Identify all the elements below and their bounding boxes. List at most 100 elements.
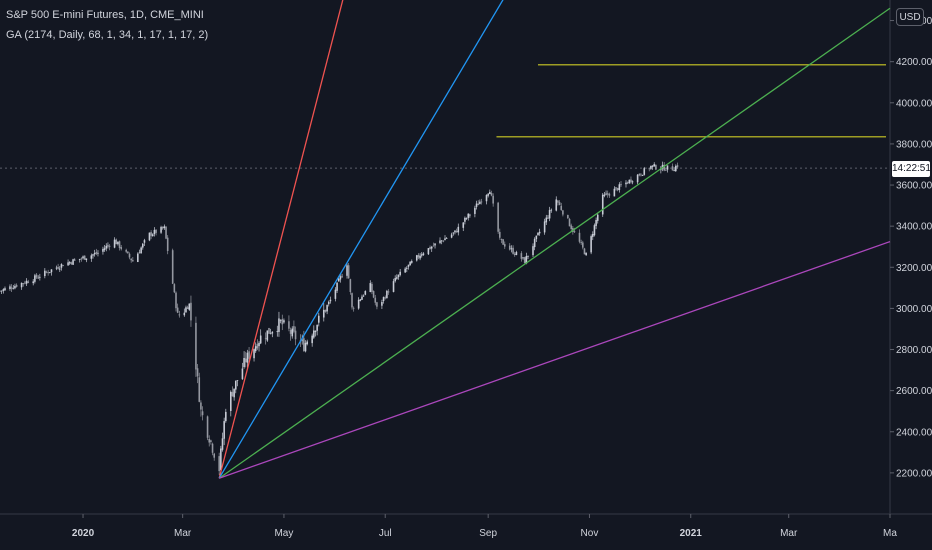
candle-body bbox=[439, 240, 441, 243]
candle-body bbox=[12, 288, 15, 290]
indicator-legend[interactable]: GA (2174, Daily, 68, 1, 34, 1, 17, 1, 17… bbox=[6, 29, 209, 41]
candle-body bbox=[643, 168, 646, 175]
candle-body bbox=[171, 250, 174, 284]
candle-body bbox=[178, 314, 181, 316]
candle-body bbox=[206, 416, 209, 438]
candle-body bbox=[22, 283, 25, 285]
candle-body bbox=[117, 241, 119, 245]
candle-body bbox=[485, 195, 488, 202]
candle-body bbox=[410, 261, 413, 263]
y-tick-label: 4200.00 bbox=[896, 57, 932, 68]
candle-body bbox=[351, 293, 353, 308]
candle-body bbox=[440, 240, 443, 242]
candle-body bbox=[392, 281, 395, 292]
candle-body bbox=[349, 279, 352, 292]
candle-body bbox=[336, 282, 338, 291]
candle-body bbox=[25, 280, 28, 284]
gann-fan[interactable] bbox=[218, 0, 891, 479]
candle-body bbox=[371, 283, 373, 292]
candle-body bbox=[673, 170, 675, 172]
candle-body bbox=[130, 258, 132, 261]
candle-body bbox=[173, 284, 176, 293]
candle-body bbox=[648, 168, 651, 170]
grid-lines bbox=[0, 0, 932, 515]
gann-fan-line bbox=[218, 0, 344, 479]
y-tick-label: 3000.00 bbox=[896, 304, 932, 315]
candle-body bbox=[20, 282, 23, 288]
candle-body bbox=[452, 232, 455, 234]
candle-body bbox=[583, 248, 586, 255]
candle-body bbox=[334, 289, 337, 299]
candle-body bbox=[244, 358, 247, 363]
candle-body bbox=[462, 222, 465, 228]
candle-body bbox=[49, 272, 51, 273]
candle-body bbox=[311, 335, 313, 344]
candle-body bbox=[268, 328, 270, 334]
y-tick-label: 2200.00 bbox=[896, 468, 932, 479]
gann-fan-line bbox=[218, 7, 891, 479]
candle-body bbox=[562, 210, 564, 215]
candle-body bbox=[638, 173, 641, 176]
candle-body bbox=[294, 330, 297, 340]
horizontal-levels bbox=[496, 64, 886, 138]
candle-body bbox=[68, 262, 71, 264]
candle-body bbox=[606, 193, 609, 195]
candle-body bbox=[538, 231, 541, 234]
candle-body bbox=[318, 315, 320, 323]
candle-body bbox=[62, 265, 64, 267]
candle-body bbox=[532, 246, 534, 256]
candle-body bbox=[474, 207, 476, 214]
candle-body bbox=[253, 349, 255, 359]
y-tick-label: 2600.00 bbox=[896, 386, 932, 397]
candle-body bbox=[324, 309, 327, 312]
candle-body bbox=[352, 307, 355, 309]
candle-body bbox=[183, 312, 186, 316]
candle-body bbox=[35, 274, 38, 278]
candle-body bbox=[415, 255, 418, 261]
candle-body bbox=[190, 302, 192, 321]
candle-body bbox=[357, 299, 360, 309]
candle-body bbox=[376, 302, 378, 307]
candle-body bbox=[651, 165, 654, 167]
price-axis[interactable]: 2200.00 2400.00 2600.00 2800.00 3000.00 3200.… bbox=[890, 16, 932, 479]
candle-body bbox=[102, 248, 104, 252]
candle-body bbox=[155, 229, 157, 233]
candle-body bbox=[243, 357, 245, 368]
candle-body bbox=[374, 297, 377, 303]
candle-body bbox=[322, 309, 325, 318]
candle-body bbox=[234, 380, 237, 390]
candle-body bbox=[151, 234, 154, 237]
candle-body bbox=[269, 333, 272, 335]
candle-body bbox=[118, 241, 121, 248]
candle-body bbox=[550, 209, 553, 211]
candle-body bbox=[480, 201, 483, 203]
candle-body bbox=[138, 252, 141, 254]
x-tick-label: 2020 bbox=[72, 528, 95, 539]
candle-body bbox=[60, 264, 63, 268]
candle-body bbox=[231, 392, 234, 397]
candle-body bbox=[434, 243, 436, 246]
candle-body bbox=[82, 256, 84, 259]
time-axis[interactable]: 2020 Mar May Jul Sep Nov 2021 Mar Ma bbox=[72, 514, 897, 539]
candle-body bbox=[327, 301, 330, 305]
candle-body bbox=[241, 368, 244, 380]
candle-body bbox=[127, 251, 129, 254]
candle-body bbox=[288, 321, 290, 329]
candle-body bbox=[665, 169, 667, 171]
candle-body bbox=[301, 339, 304, 341]
currency-button[interactable]: USD bbox=[896, 8, 924, 26]
candle-body bbox=[279, 320, 282, 322]
candle-body bbox=[555, 199, 558, 211]
candle-body bbox=[422, 253, 425, 255]
candle-body bbox=[399, 271, 401, 275]
candle-body bbox=[608, 193, 611, 196]
y-tick-label: 2800.00 bbox=[896, 345, 932, 356]
candle-body bbox=[469, 214, 471, 216]
candle-body bbox=[150, 232, 152, 236]
candle-body bbox=[527, 255, 529, 257]
x-tick-label: Mar bbox=[174, 528, 192, 539]
candle-body bbox=[70, 262, 73, 265]
candle-body bbox=[513, 253, 516, 255]
candle-body bbox=[14, 286, 16, 289]
